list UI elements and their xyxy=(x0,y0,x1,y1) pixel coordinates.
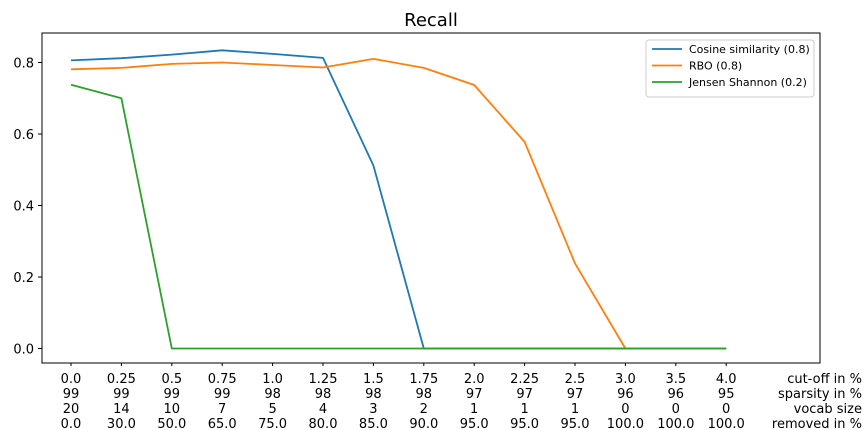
series-lines xyxy=(70,49,727,350)
x-tick-label: 0.0 xyxy=(61,417,82,430)
x-tick-label: 30.0 xyxy=(107,417,136,430)
x-tick-label: 50.0 xyxy=(157,417,186,430)
x-tick-label: 0 xyxy=(621,402,629,417)
x-tick-label: 99 xyxy=(63,387,80,402)
x-tick-label: 90.0 xyxy=(409,417,438,430)
y-tick-label: 0.0 xyxy=(13,343,34,358)
x-tick-label: 1 xyxy=(470,402,478,417)
legend-label: Cosine similarity (0.8) xyxy=(689,43,810,56)
x-tick-label: 0.5 xyxy=(161,372,182,387)
series-line-1 xyxy=(70,49,727,350)
x-tick-label: 1.75 xyxy=(409,372,438,387)
x-tick-label: 100.0 xyxy=(607,417,644,430)
x-tick-label: 99 xyxy=(113,387,130,402)
x-tick-label: 14 xyxy=(113,402,130,417)
x-tick-label: 95.0 xyxy=(460,417,489,430)
x-tick-label: 99 xyxy=(214,387,231,402)
x-tick-label: 4 xyxy=(319,402,327,417)
x-tick-label: 0 xyxy=(722,402,730,417)
chart-title: Recall xyxy=(404,10,458,31)
x-tick-label: 0.0 xyxy=(61,372,82,387)
x-tick-label: 99 xyxy=(164,387,181,402)
x-tick-label: 96 xyxy=(617,387,634,402)
x-tick-label: 3.0 xyxy=(615,372,636,387)
x-tick-label: 2.25 xyxy=(510,372,539,387)
x-row-title: cut-off in % xyxy=(787,372,862,387)
x-tick-label: 75.0 xyxy=(258,417,287,430)
x-tick-label: 10 xyxy=(164,402,181,417)
x-tick-label: 98 xyxy=(416,387,433,402)
x-tick-label: 1.0 xyxy=(262,372,283,387)
x-tick-label: 20 xyxy=(63,402,80,417)
x-tick-label: 98 xyxy=(315,387,332,402)
x-axis-tick-table: 0.0 0.25 0.5 0.75 1.0 1.25 1.5 1.75 2.0 2.25 2.5 3.… xyxy=(61,363,862,430)
x-tick-label: 2.5 xyxy=(565,372,586,387)
x-tick-label: 97 xyxy=(466,387,483,402)
series-line-2 xyxy=(70,58,727,350)
x-tick-label: 98 xyxy=(264,387,281,402)
x-tick-label: 98 xyxy=(365,387,382,402)
x-tick-label: 97 xyxy=(516,387,533,402)
x-tick-label: 0.25 xyxy=(107,372,136,387)
legend-box xyxy=(645,39,815,98)
x-tick-label: 7 xyxy=(218,402,226,417)
x-tick-label: 100.0 xyxy=(708,417,745,430)
x-tick-label: 1.25 xyxy=(309,372,338,387)
x-tick-label: 65.0 xyxy=(208,417,237,430)
legend-label: Jensen Shannon (0.2) xyxy=(688,76,807,89)
x-tick-label: 96 xyxy=(668,387,685,402)
x-tick-label: 0 xyxy=(672,402,680,417)
x-tick-label: 2.0 xyxy=(464,372,485,387)
x-tick-label: 4.0 xyxy=(716,372,737,387)
series-line-3 xyxy=(70,83,727,350)
x-tick-label: 1 xyxy=(571,402,579,417)
x-tick-label: 97 xyxy=(567,387,584,402)
x-tick-label: 95.0 xyxy=(510,417,539,430)
plot-frame xyxy=(41,32,821,364)
x-tick-label: 0.75 xyxy=(208,372,237,387)
x-tick-label: 1.5 xyxy=(363,372,384,387)
x-row-title: sparsity in % xyxy=(778,387,862,402)
y-tick-label: 0.2 xyxy=(13,271,34,286)
legend: Cosine similarity (0.8) RBO (0.8) Jensen S… xyxy=(645,39,815,98)
y-tick-label: 0.8 xyxy=(13,57,34,72)
x-tick-label: 3 xyxy=(369,402,377,417)
x-tick-label: 95 xyxy=(718,387,735,402)
x-tick-label: 1 xyxy=(520,402,528,417)
legend-label: RBO (0.8) xyxy=(689,60,742,73)
y-tick-label: 0.4 xyxy=(13,200,34,215)
x-tick-label: 80.0 xyxy=(309,417,338,430)
x-tick-label: 3.5 xyxy=(665,372,686,387)
x-tick-label: 2 xyxy=(420,402,428,417)
x-tick-label: 95.0 xyxy=(561,417,590,430)
y-tick-label: 0.6 xyxy=(13,128,34,143)
y-axis: 0.0 0.2 0.4 0.6 0.8 xyxy=(13,57,42,358)
x-tick-label: 100.0 xyxy=(657,417,694,430)
x-row-title: vocab size xyxy=(794,402,862,417)
x-tick-label: 85.0 xyxy=(359,417,388,430)
x-row-title: removed in % xyxy=(772,417,862,430)
x-tick-label: 5 xyxy=(268,402,276,417)
